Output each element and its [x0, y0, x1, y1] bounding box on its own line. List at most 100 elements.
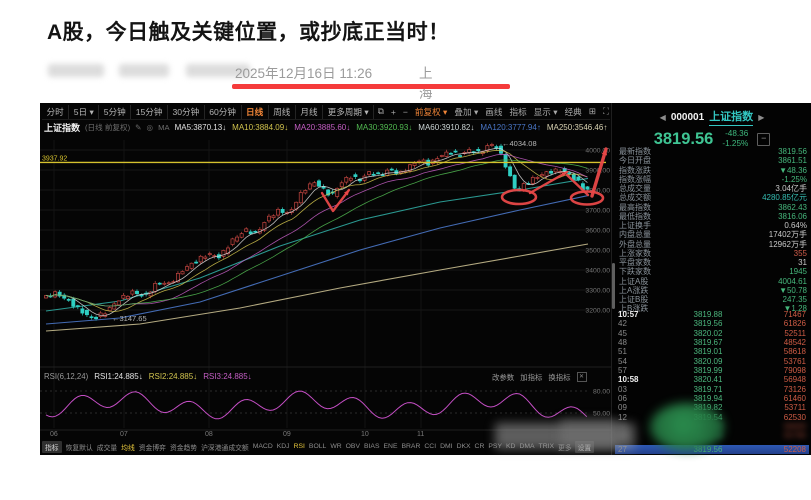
indicator-tab-资金趋势[interactable]: 资金趋势	[169, 444, 198, 452]
svg-text:←4034.08: ←4034.08	[502, 139, 537, 148]
pencil-icon[interactable]: ✎	[135, 122, 142, 132]
fullscreen-icon[interactable]: ⛶	[602, 106, 609, 116]
indicator-tab-DKX[interactable]: DKX	[456, 443, 471, 450]
indicator-tab-DMI[interactable]: DMI	[440, 443, 453, 450]
indicator-tab-恢复默认[interactable]: 恢复默认	[65, 444, 93, 452]
indicator-tab-OBV[interactable]: OBV	[345, 443, 360, 450]
svg-text:4000.00: 4000.00	[585, 148, 610, 155]
period-tab-5分钟[interactable]: 5分钟	[99, 104, 132, 119]
grid-layout-icon[interactable]: ⊞	[588, 106, 596, 116]
svg-text:3700.00: 3700.00	[585, 208, 610, 215]
collapse-icon[interactable]: −	[757, 132, 771, 146]
toolbar-button-前复权[interactable]: 前复权 ▾	[414, 106, 448, 117]
period-tab-15分钟[interactable]: 15分钟	[131, 104, 168, 119]
quote-row-今日开盘: 今日开盘 3861.51	[619, 156, 807, 165]
tick-price: 3819.01	[693, 347, 723, 357]
rsi-button-改参数[interactable]: 改参数	[492, 373, 515, 382]
period-tab-日线[interactable]: 日线	[242, 104, 269, 119]
prev-stock-arrow[interactable]: ◀	[659, 112, 666, 122]
toolbar-button-经典[interactable]: 经典	[564, 106, 582, 117]
tick-row: 06 3819.94 61460	[615, 394, 809, 403]
period-tab-5日[interactable]: 5日 ▾	[69, 104, 100, 119]
toolbar-button-叠加[interactable]: 叠加 ▾	[454, 106, 479, 117]
quote-row-上证A股: 上证A股 4004.61	[619, 277, 807, 286]
quote-row-label: 上证B股	[619, 295, 649, 304]
indicator-tab-指标[interactable]: 指标	[42, 440, 62, 453]
zoom-in-button[interactable]: +	[390, 106, 396, 117]
quote-row-label: 指数涨幅	[619, 174, 651, 184]
indicator-tab-WR[interactable]: WR	[330, 443, 342, 450]
indicator-tab-BOLL[interactable]: BOLL	[308, 443, 327, 450]
period-tab-月线[interactable]: 月线	[296, 104, 324, 119]
period-tab-30分钟[interactable]: 30分钟	[168, 104, 205, 119]
period-tab-60分钟[interactable]: 60分钟	[205, 104, 242, 119]
quote-detail-rows: 最新指数 3819.56 今日开盘 3861.51 指数涨跌 ▼48.36 指数涨幅 -1.2…	[619, 147, 807, 314]
quote-row-value: 355	[793, 248, 807, 258]
ma-value-MA120: MA120:3777.94↑	[480, 122, 541, 132]
indicator-tab-成交量[interactable]: 成交量	[96, 444, 118, 452]
quote-row-value: 12962万手	[768, 239, 807, 249]
next-stock-arrow[interactable]: ▶	[758, 112, 765, 122]
quote-row-value: 31	[798, 258, 807, 267]
rsi-indicator-name: RSI(6,12,24)	[44, 372, 89, 381]
svg-text:←3147.65: ←3147.65	[112, 314, 147, 323]
publish-date: 2025年12月16日 11:26	[235, 66, 373, 81]
indicator-tab-RSI[interactable]: RSI	[293, 443, 305, 450]
rsi-button-换指标[interactable]: 换指标	[548, 373, 571, 382]
toolbar-button-指标[interactable]: 指标	[509, 106, 527, 117]
indicator-tab-MACD[interactable]: MACD	[252, 443, 273, 450]
period-tab-周线[interactable]: 周线	[269, 104, 296, 119]
tick-volume: 53761	[783, 356, 806, 366]
tick-volume: 55790	[783, 431, 806, 441]
tick-time: 06	[618, 394, 627, 404]
tick-price: 3819.56	[693, 319, 723, 329]
rsi-button-加指标[interactable]: 加指标	[520, 373, 543, 382]
panel-scrollbar[interactable]	[612, 263, 615, 309]
quote-row-value: 3.04亿手	[775, 184, 807, 193]
quote-row-label: 总成交量	[619, 184, 651, 193]
ma-value-MA5: MA5:3870.13↓	[174, 122, 227, 132]
quote-row-平盘家数: 平盘家数 31	[619, 258, 807, 267]
period-tab-分时[interactable]: 分时	[42, 104, 70, 119]
toolbar-button-显示[interactable]: 显示 ▾	[533, 106, 558, 117]
camera-icon[interactable]: ⧉	[377, 106, 384, 116]
quote-row-下跌家数: 下跌家数 1945	[619, 267, 807, 276]
tick-volume: 52208	[783, 445, 806, 454]
indicator-tab-均线[interactable]: 均线	[121, 444, 135, 452]
toolbar-button-画线[interactable]: 画线	[485, 106, 503, 117]
price-change: -48.36 -1.25%	[722, 129, 748, 150]
indicator-tab-BIAS[interactable]: BIAS	[364, 443, 380, 450]
period-tab-更多周期[interactable]: 更多周期 ▾	[323, 104, 375, 119]
symbol-name: 上证指数	[44, 122, 81, 133]
rsi-header: RSI(6,12,24) RSI1:24.885↓ RSI2:24.885↓ RSI…	[44, 372, 252, 381]
tick-row: 42 3819.56 61826	[615, 319, 809, 328]
period-tabs: 分时 5日 ▾ 5分钟 15分钟 30分钟 60分钟 日线 周线 月线 更多周期 ▾	[42, 104, 375, 119]
quote-row-value: ▼48.36	[779, 165, 807, 175]
indicator-tab-沪深港通成交额[interactable]: 沪深港通成交额	[201, 444, 249, 452]
tick-time: 12	[618, 412, 627, 422]
rsi-value-RSI3: RSI3:24.885↓	[203, 372, 252, 381]
indicator-tab-CCI[interactable]: CCI	[424, 443, 437, 450]
quote-row-label: 下跌家数	[619, 267, 651, 277]
zoom-out-button[interactable]: −	[402, 106, 408, 117]
tick-row-selected[interactable]: 27 3819.56 52208	[615, 445, 809, 455]
svg-text:3200.00: 3200.00	[585, 308, 610, 315]
quote-row-label: 上B涨跌	[619, 304, 649, 314]
indicator-tab-KDJ[interactable]: KDJ	[276, 443, 290, 450]
quote-row-上B涨跌: 上B涨跌 ▼1.28	[619, 304, 807, 313]
quote-row-value: 17402万手	[768, 230, 807, 240]
target-icon[interactable]: ◎	[146, 122, 154, 132]
tick-volume: 56948	[783, 375, 806, 385]
indicator-tab-ENE[interactable]: ENE	[383, 443, 398, 450]
stock-name[interactable]: 上证指数	[709, 108, 754, 126]
tick-volume: 71467	[783, 310, 806, 319]
indicator-tab-CR[interactable]: CR	[474, 443, 485, 450]
rsi-close-icon[interactable]: ✕	[576, 372, 587, 382]
chart-toolbar-right: ⧉ + − 前复权 ▾ 叠加 ▾ 画线 指标 显示 ▾ 经典 ⊞ ⛶	[377, 106, 610, 118]
watermark-logo-blur	[650, 403, 724, 451]
indicator-tab-资金博弈[interactable]: 资金博弈	[138, 444, 166, 452]
main-chart-canvas[interactable]: 4000.003900.003800.003700.003600.003500.…	[40, 135, 612, 437]
indicator-tab-BRAR[interactable]: BRAR	[401, 443, 421, 450]
tick-time: 03	[618, 384, 627, 394]
